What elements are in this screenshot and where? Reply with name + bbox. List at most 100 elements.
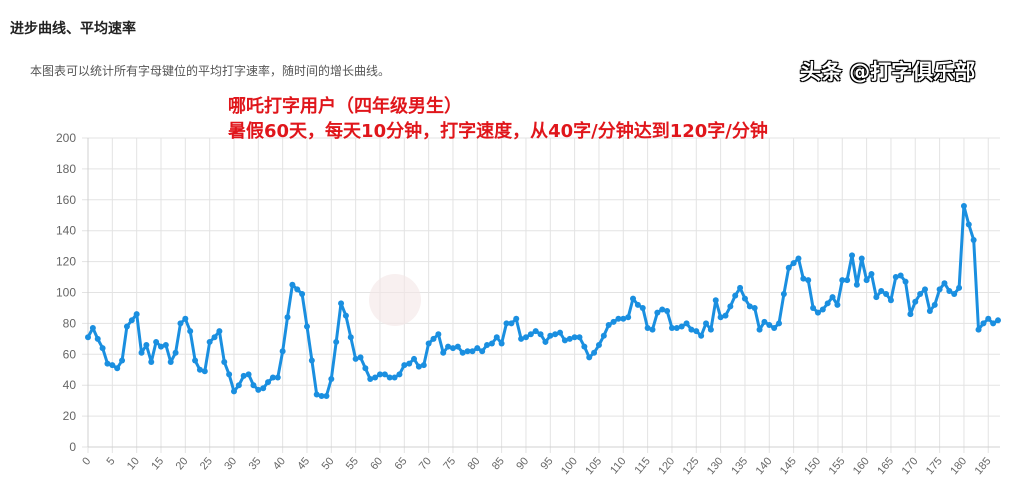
data-line <box>86 204 999 398</box>
data-point <box>785 264 792 271</box>
y-tick-label: 60 <box>63 347 77 361</box>
data-point <box>678 323 685 330</box>
data-point <box>883 291 890 298</box>
data-point <box>89 325 96 332</box>
x-tick-label: 140 <box>754 455 775 477</box>
data-point <box>396 371 403 378</box>
data-point <box>805 277 812 284</box>
data-point <box>615 315 622 322</box>
data-point <box>114 365 121 372</box>
x-tick-label: 60 <box>368 455 385 472</box>
data-point <box>800 275 807 282</box>
data-point <box>226 371 233 378</box>
data-point <box>109 362 116 369</box>
data-point <box>639 304 646 311</box>
data-point <box>479 348 486 355</box>
x-tick-label: 100 <box>559 455 580 477</box>
x-tick-label: 110 <box>608 455 628 476</box>
data-point <box>990 320 997 327</box>
data-point <box>707 326 714 333</box>
data-point <box>946 287 953 294</box>
data-point <box>741 295 748 302</box>
data-point <box>157 343 164 350</box>
data-point <box>435 331 442 338</box>
data-point <box>790 260 797 267</box>
data-point <box>94 335 101 342</box>
data-point <box>250 382 257 389</box>
data-point <box>586 354 593 361</box>
data-point <box>148 359 155 366</box>
data-point <box>376 371 383 378</box>
x-tick-label: 170 <box>900 455 921 477</box>
data-point <box>654 309 661 316</box>
data-point <box>722 312 729 319</box>
y-tick-label: 0 <box>69 440 76 454</box>
data-point <box>863 277 870 284</box>
x-tick-label: 55 <box>344 455 361 472</box>
data-point <box>177 320 184 327</box>
data-point <box>810 304 817 311</box>
x-tick-label: 85 <box>490 455 507 472</box>
data-point <box>922 286 929 293</box>
data-point <box>230 388 237 395</box>
data-point <box>780 291 787 298</box>
data-point <box>581 343 588 350</box>
data-point <box>367 376 374 383</box>
data-point <box>342 312 349 319</box>
data-point <box>644 325 651 332</box>
data-point <box>401 362 408 369</box>
data-point <box>333 338 340 345</box>
data-point <box>566 335 573 342</box>
data-point <box>294 286 301 293</box>
data-point <box>469 348 476 355</box>
data-point <box>552 331 559 338</box>
data-point <box>201 368 208 375</box>
data-point <box>975 326 982 333</box>
data-point <box>887 297 894 304</box>
data-point <box>698 332 705 339</box>
data-point <box>912 298 919 305</box>
data-point <box>756 326 763 333</box>
data-point <box>474 345 481 352</box>
data-point <box>853 281 860 288</box>
data-point <box>839 277 846 284</box>
y-tick-label: 20 <box>63 409 77 423</box>
data-point <box>776 320 783 327</box>
data-point <box>814 309 821 316</box>
data-point <box>985 315 992 322</box>
x-tick-label: 25 <box>198 455 215 472</box>
data-point <box>381 371 388 378</box>
data-point <box>503 320 510 327</box>
data-point <box>649 326 656 333</box>
data-point <box>513 315 520 322</box>
y-tick-label: 200 <box>56 131 76 145</box>
data-point <box>425 340 432 347</box>
x-tick-label: 15 <box>149 455 166 472</box>
data-point <box>221 359 228 366</box>
section-description: 本图表可以统计所有字母键位的平均打字速率，随时间的增长曲线。 <box>30 64 391 78</box>
data-point <box>182 315 189 322</box>
data-point <box>668 325 675 332</box>
x-tick-label: 70 <box>417 455 434 472</box>
data-point <box>576 334 583 341</box>
data-point <box>430 335 437 342</box>
x-tick-label: 30 <box>222 455 239 472</box>
x-tick-label: 145 <box>778 455 799 477</box>
data-point <box>537 331 544 338</box>
x-tick-label: 90 <box>514 455 531 472</box>
data-point <box>965 221 972 228</box>
data-point <box>727 303 734 310</box>
data-point <box>279 348 286 355</box>
data-point <box>406 360 413 367</box>
data-point <box>625 314 632 321</box>
data-point <box>123 323 130 330</box>
data-point <box>464 348 471 355</box>
data-point <box>211 334 218 341</box>
data-point <box>133 311 140 318</box>
x-tick-label: 135 <box>729 455 750 477</box>
data-point <box>892 274 899 281</box>
data-point <box>216 328 223 335</box>
x-tick-label: 155 <box>827 455 848 477</box>
data-point <box>235 382 242 389</box>
data-point <box>274 374 281 381</box>
